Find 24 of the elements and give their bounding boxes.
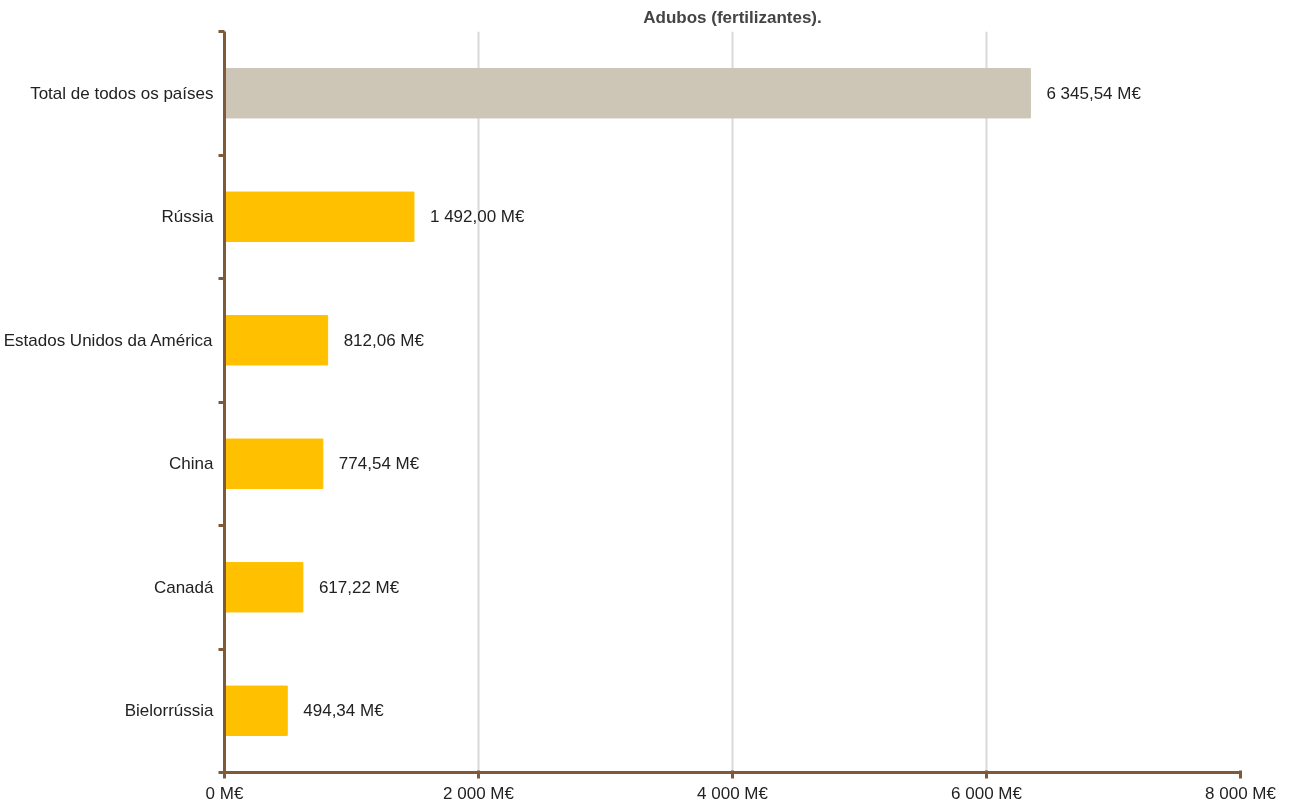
bar xyxy=(224,68,1031,119)
bar xyxy=(224,438,324,489)
y-tick-label: Canadá xyxy=(153,577,215,597)
bar xyxy=(224,685,288,736)
bar xyxy=(224,562,304,613)
y-tick-label: Estados Unidos da América xyxy=(3,330,214,350)
data-label: 1 492,00 M€ xyxy=(429,207,526,227)
x-tick-label: 6 000 M€ xyxy=(951,783,1023,803)
data-label: 617,22 M€ xyxy=(318,577,400,597)
x-tick-label: 8 000 M€ xyxy=(1205,783,1277,803)
y-tick-label: Total de todos os países xyxy=(30,83,214,103)
bar xyxy=(224,315,329,366)
data-label: 774,54 M€ xyxy=(338,454,420,474)
x-tick-label: 4 000 M€ xyxy=(697,783,769,803)
y-tick-label: Rússia xyxy=(161,207,215,227)
y-tick-label: China xyxy=(169,454,215,474)
x-tick-label: 0 M€ xyxy=(205,783,244,803)
y-tick-label: Bielorrússia xyxy=(124,701,215,721)
data-label: 494,34 M€ xyxy=(303,701,385,721)
data-label: 812,06 M€ xyxy=(343,330,425,350)
chart-title: Adubos (fertilizantes). xyxy=(643,7,822,27)
data-label: 6 345,54 M€ xyxy=(1046,83,1142,103)
x-tick-label: 2 000 M€ xyxy=(443,783,515,803)
bar xyxy=(224,191,415,242)
